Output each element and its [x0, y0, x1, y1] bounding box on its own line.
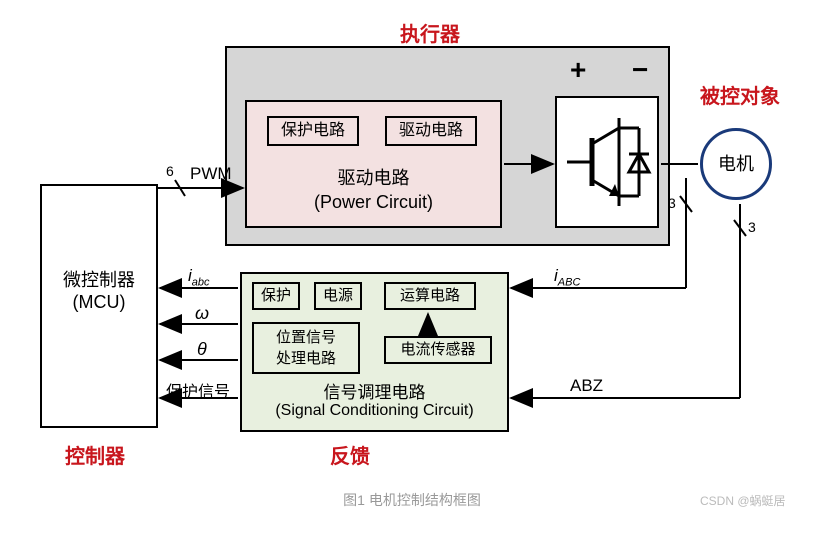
mcu-title-en: (MCU) — [42, 292, 156, 313]
iabc-lower: iabc — [188, 266, 210, 288]
fb-title-en: (Signal Conditioning Circuit) — [242, 402, 507, 420]
feedback-box: 保护 电源 运算电路 位置信号 处理电路 电流传感器 信号调理电路 (Signa… — [240, 272, 509, 432]
minus-symbol: − — [632, 54, 648, 86]
label-controller: 控制器 — [65, 440, 125, 469]
label-feedback: 反馈 — [330, 440, 370, 469]
motor: 电机 — [700, 128, 772, 200]
fb-pos-l1: 位置信号 — [254, 326, 358, 347]
label-actuator: 执行器 — [400, 18, 460, 47]
mcu-title-cn: 微控制器 — [42, 266, 156, 292]
three-a: 3 — [668, 195, 676, 211]
fb-pos: 位置信号 处理电路 — [252, 322, 360, 374]
power-title-cn: 驱动电路 — [247, 164, 500, 190]
fb-pos-l2: 处理电路 — [254, 347, 358, 368]
pwm-label: PWM — [190, 164, 232, 184]
fb-power: 电源 — [314, 282, 362, 310]
fb-protect: 保护 — [252, 282, 300, 310]
igbt-icon — [557, 98, 657, 226]
plus-symbol: + — [570, 54, 586, 86]
fb-current: 电流传感器 — [384, 336, 492, 364]
three-b: 3 — [748, 219, 756, 235]
iabc-upper: iABC — [554, 266, 580, 288]
power-circuit-box: 保护电路 驱动电路 驱动电路 (Power Circuit) — [245, 100, 502, 228]
power-title-en: (Power Circuit) — [247, 192, 500, 213]
diagram-canvas: 执行器 被控对象 控制器 反馈 微控制器 (MCU) 保护电路 驱动电路 驱动电… — [0, 0, 824, 535]
pwm-n: 6 — [166, 163, 174, 179]
abz-label: ABZ — [570, 376, 603, 396]
protect-signal-label: 保护信号 — [166, 378, 230, 402]
drive-circuit: 驱动电路 — [385, 116, 477, 146]
igbt-box — [555, 96, 659, 228]
omega-label: ω — [195, 303, 209, 324]
protect-circuit: 保护电路 — [267, 116, 359, 146]
mcu-box: 微控制器 (MCU) — [40, 184, 158, 428]
fb-op: 运算电路 — [384, 282, 476, 310]
label-controlled: 被控对象 — [700, 80, 780, 109]
watermark: CSDN @蜗蜓居 — [700, 492, 786, 509]
fb-title-cn: 信号调理电路 — [242, 378, 507, 403]
theta-label: θ — [197, 339, 207, 360]
